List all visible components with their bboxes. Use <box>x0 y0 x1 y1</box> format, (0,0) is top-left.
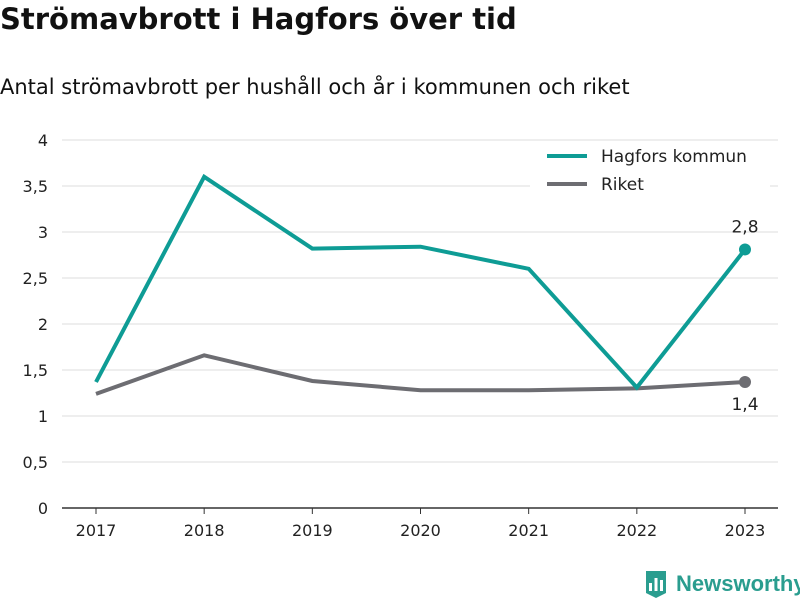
series-line-hagfors-kommun <box>94 173 747 391</box>
end-point-riket <box>739 375 751 388</box>
y-tick-label: 1,5 <box>23 361 48 380</box>
y-tick-label: 3,5 <box>23 177 48 196</box>
series-lines: 2,8 1,4 <box>94 173 759 415</box>
newsworthy-logo-icon <box>646 571 666 598</box>
x-tick-label: 2021 <box>508 521 549 540</box>
y-tick-label: 0 <box>38 499 48 518</box>
legend-background <box>530 142 770 202</box>
x-tick-label: 2017 <box>76 521 117 540</box>
x-tick-label: 2022 <box>616 521 657 540</box>
chart-title: Strömavbrott i Hagfors över tid <box>0 2 517 36</box>
x-tick-label: 2019 <box>292 521 333 540</box>
y-tick-label: 3 <box>38 223 48 242</box>
y-tick-label: 0,5 <box>23 453 48 472</box>
brand-name: Newsworthy <box>676 571 800 596</box>
legend-label: Riket <box>601 175 644 195</box>
end-value-label: 1,4 <box>731 395 758 415</box>
x-axis-ticks: 2017 2018 2019 2020 2021 2022 2023 <box>76 508 766 540</box>
x-tick-label: 2018 <box>184 521 225 540</box>
chart-subtitle: Antal strömavbrott per hushåll och år i … <box>0 75 630 99</box>
end-point-hagfors-kommun <box>739 243 751 256</box>
y-axis-ticks: 0 0,5 1 1,5 2 2,5 3 3,5 4 <box>23 131 48 518</box>
legend: Hagfors kommun Riket <box>530 142 770 202</box>
y-tick-label: 4 <box>38 131 48 150</box>
x-tick-label: 2023 <box>725 521 766 540</box>
y-tick-label: 2,5 <box>23 269 48 288</box>
y-tick-label: 2 <box>38 315 48 334</box>
legend-label: Hagfors kommun <box>601 147 747 167</box>
x-tick-label: 2020 <box>400 521 441 540</box>
end-value-label: 2,8 <box>731 217 758 237</box>
y-tick-label: 1 <box>38 407 48 426</box>
brand-logo: Newsworthy <box>644 568 800 600</box>
